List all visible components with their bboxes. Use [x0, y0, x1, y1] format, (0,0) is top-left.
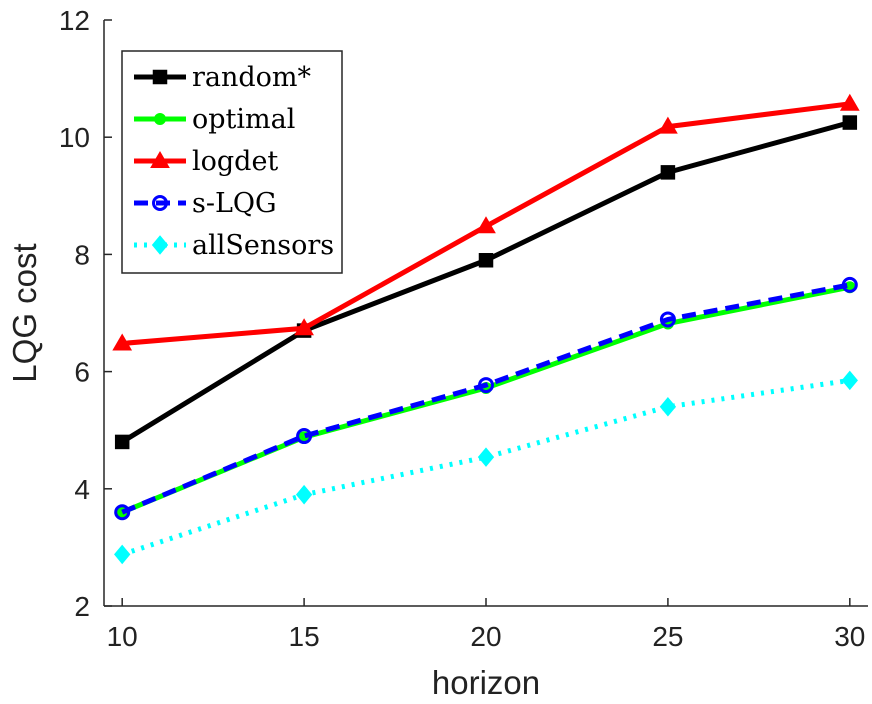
y-axis-label: LQG cost: [6, 243, 43, 382]
legend-marker-logdet: [150, 151, 170, 168]
series-allsensors: [114, 370, 858, 565]
y-tick-label: 6: [74, 357, 90, 388]
data-point-s-lqg: [659, 311, 676, 328]
data-point-allsensors: [477, 447, 495, 467]
legend-marker-optimal: [154, 113, 166, 125]
legend-item-allsensors: allSensors: [134, 230, 334, 261]
axes: 10 15 20 25 30 2 4 6 8 10 12: [59, 5, 868, 652]
legend-label-random: random*: [192, 62, 312, 93]
y-tick-label: 10: [59, 122, 90, 153]
y-tick-label: 2: [74, 591, 90, 622]
data-point-random: [842, 115, 858, 130]
series-layer: [112, 93, 860, 565]
legend-label-allsensors: allSensors: [192, 230, 334, 261]
data-point-s-lqg: [478, 377, 494, 394]
legend: random* optimal logdet s-LQG allSensors: [121, 50, 343, 274]
x-tick-label: 25: [652, 621, 683, 652]
legend-label-logdet: logdet: [192, 146, 278, 177]
legend-label-optimal: optimal: [192, 104, 295, 135]
data-point-s-lqg: [114, 504, 131, 521]
x-tick-label: 15: [289, 621, 320, 652]
data-point-logdet: [839, 93, 860, 111]
x-tick-label: 20: [470, 621, 501, 652]
data-point-allsensors: [841, 370, 858, 391]
series-line-optimal: [121, 284, 851, 515]
legend-item-random: random*: [134, 62, 312, 93]
data-point-logdet: [658, 116, 678, 134]
data-point-s-lqg: [841, 276, 858, 293]
legend-item-s-lqg: s-LQG: [134, 188, 277, 219]
series-optimal: [116, 281, 856, 519]
data-point-random: [114, 434, 130, 450]
data-point-s-lqg: [296, 428, 313, 445]
data-point-allsensors: [295, 484, 313, 505]
data-point-allsensors: [659, 396, 677, 417]
series-logdet: [112, 93, 860, 351]
legend-marker-s-lqg: [152, 195, 168, 211]
data-point-logdet: [476, 216, 496, 234]
legend-marker-random: [152, 69, 168, 85]
y-tick-label: 8: [74, 239, 90, 270]
y-tick-label: 12: [59, 5, 90, 36]
legend-item-optimal: optimal: [134, 104, 295, 135]
legend-label-s-lqg: s-LQG: [192, 188, 277, 219]
data-point-random: [478, 253, 494, 268]
x-axis-label: horizon: [432, 664, 540, 701]
data-point-allsensors: [114, 544, 131, 565]
data-point-logdet: [294, 318, 314, 336]
y-tick-label: 4: [74, 474, 90, 505]
legend-item-logdet: logdet: [134, 146, 278, 177]
series-s-lqg: [114, 276, 858, 521]
x-tick-label: 10: [107, 621, 138, 652]
data-point-logdet: [112, 333, 133, 351]
series-line-s-lqg: [121, 282, 851, 515]
legend-marker-allsensors: [151, 235, 169, 255]
data-point-random: [660, 165, 676, 180]
x-tick-label: 30: [834, 621, 865, 652]
